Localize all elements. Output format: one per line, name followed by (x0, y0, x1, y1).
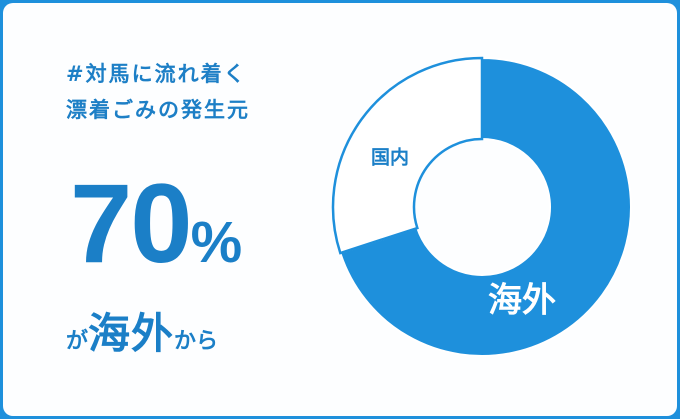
highlight-percentage: 70% (70, 168, 242, 280)
donut-label-domestic: 国内 (371, 146, 409, 169)
headline-line2: 漂着ごみの発生元 (66, 98, 250, 122)
highlight-caption: が海外から (66, 300, 218, 361)
donut-slice-domestic (331, 56, 484, 255)
caption-particle: が (66, 329, 89, 354)
headline-line1: #対馬に流れ着く (66, 62, 247, 86)
caption-emphasis: 海外 (88, 309, 175, 358)
donut-slice-overseas (339, 56, 632, 357)
headline: #対馬に流れ着く 漂着ごみの発生元 (66, 56, 250, 128)
caption-suffix: から (174, 329, 219, 354)
highlight-value: 70 (70, 161, 193, 286)
donut-label-overseas: 海外 (488, 281, 556, 321)
highlight-unit: % (190, 210, 243, 275)
